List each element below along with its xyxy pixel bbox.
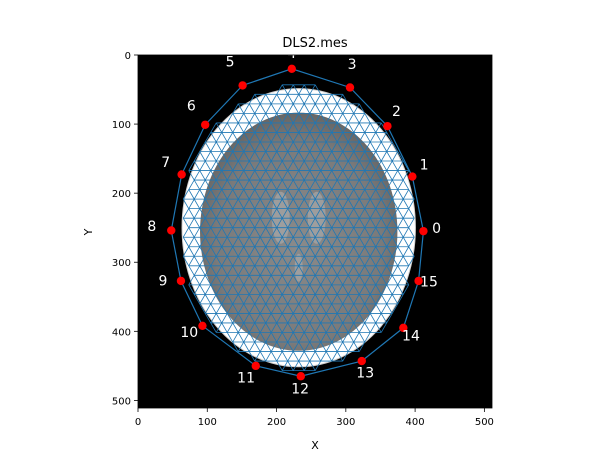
electrode-point-4 (287, 64, 296, 74)
electrode-point-14 (399, 323, 408, 333)
electrode-label-2: 2 (392, 104, 401, 120)
electrode-point-10 (198, 321, 207, 330)
ventricle-2 (294, 253, 303, 282)
electrode-label-10: 10 (180, 325, 198, 341)
electrode-point-12 (296, 372, 305, 381)
mesh-edges (182, 84, 415, 371)
electrode-label-3: 3 (348, 57, 357, 73)
electrode-point-7 (177, 170, 186, 179)
electrode-label-15: 15 (420, 274, 438, 290)
electrode-point-5 (238, 81, 247, 90)
electrode-label-8: 8 (147, 219, 156, 235)
electrode-point-3 (345, 83, 355, 92)
x-tick-label: 300 (336, 417, 355, 428)
y-axis-label: Y (82, 228, 95, 236)
electrode-point-6 (200, 120, 210, 129)
electrode-point-2 (383, 121, 392, 131)
y-tick-label: 500 (112, 396, 131, 407)
y-tick-label: 0 (125, 51, 131, 62)
electrode-label-9: 9 (158, 274, 167, 290)
plot-area (138, 55, 492, 408)
x-tick-label: 500 (475, 417, 494, 428)
x-tick-label: 0 (135, 417, 141, 428)
y-tick-label: 300 (112, 258, 131, 269)
x-axis: 0 100 200 300 400 500 (135, 408, 494, 428)
electrode-label-5: 5 (226, 55, 235, 71)
electrode-point-1 (408, 172, 417, 181)
electrode-label-11: 11 (237, 370, 255, 386)
electrode-label-12: 12 (291, 381, 309, 397)
fem-mesh (182, 84, 415, 371)
y-axis: 0 100 200 300 400 500 (112, 51, 138, 407)
electrode-label-14: 14 (402, 328, 420, 344)
electrode-label-0: 0 (432, 221, 441, 237)
electrode-label-7: 7 (161, 155, 170, 171)
x-axis-label: X (311, 439, 319, 452)
electrode-label-13: 13 (356, 366, 374, 382)
electrode-point-11 (251, 361, 260, 371)
electrode-label-6: 6 (187, 98, 196, 114)
y-tick-label: 400 (112, 327, 131, 338)
electrode-point-13 (357, 356, 366, 366)
electrode-point-8 (167, 226, 176, 235)
electrode-label-4: 4 (287, 46, 296, 62)
electrode-point-15 (414, 276, 423, 286)
x-tick-label: 400 (406, 417, 425, 428)
electrode-point-0 (419, 226, 428, 236)
electrode-label-1: 1 (420, 158, 429, 174)
brain-region (200, 112, 398, 351)
y-tick-label: 100 (112, 120, 131, 131)
x-tick-label: 100 (198, 417, 217, 428)
chart-title: DLS2.mes (282, 36, 348, 51)
y-tick-label: 200 (112, 189, 131, 200)
x-tick-label: 200 (267, 417, 286, 428)
axes-frame (137, 54, 493, 409)
electrode-point-9 (176, 276, 186, 286)
electrode-markers (167, 64, 428, 381)
